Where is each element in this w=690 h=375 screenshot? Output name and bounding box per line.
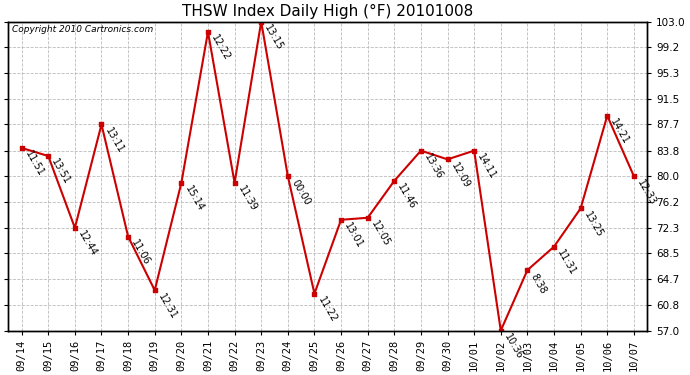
Point — [362, 215, 373, 221]
Point — [415, 148, 426, 154]
Point — [16, 145, 27, 151]
Point — [70, 225, 81, 231]
Point — [602, 113, 613, 119]
Point — [388, 178, 400, 184]
Text: 10:36: 10:36 — [502, 332, 524, 361]
Point — [282, 173, 293, 179]
Point — [335, 217, 346, 223]
Point — [256, 19, 267, 25]
Text: 13:51: 13:51 — [50, 158, 72, 186]
Point — [575, 206, 586, 212]
Text: 00:00: 00:00 — [289, 177, 312, 207]
Point — [149, 287, 160, 293]
Text: 12:33: 12:33 — [635, 177, 658, 207]
Point — [123, 234, 134, 240]
Text: 8:38: 8:38 — [529, 272, 549, 295]
Text: 12:05: 12:05 — [369, 219, 392, 248]
Text: 12:09: 12:09 — [449, 161, 471, 190]
Text: 14:11: 14:11 — [475, 152, 498, 181]
Text: 11:39: 11:39 — [236, 184, 259, 213]
Point — [495, 327, 506, 333]
Title: THSW Index Daily High (°F) 20101008: THSW Index Daily High (°F) 20101008 — [182, 4, 473, 19]
Point — [229, 180, 240, 186]
Text: 13:01: 13:01 — [342, 221, 365, 250]
Point — [202, 29, 213, 35]
Text: 11:31: 11:31 — [555, 248, 578, 277]
Text: 15:14: 15:14 — [183, 184, 206, 213]
Text: 14:21: 14:21 — [609, 117, 631, 146]
Text: 11:06: 11:06 — [130, 238, 152, 267]
Point — [96, 122, 107, 128]
Text: 11:51: 11:51 — [23, 149, 46, 178]
Text: 13:11: 13:11 — [103, 126, 126, 155]
Point — [442, 156, 453, 162]
Text: 11:22: 11:22 — [316, 295, 339, 324]
Point — [43, 153, 54, 159]
Text: 12:44: 12:44 — [77, 229, 99, 258]
Text: 13:15: 13:15 — [263, 23, 285, 52]
Point — [176, 180, 187, 186]
Point — [549, 244, 560, 250]
Text: 11:46: 11:46 — [395, 182, 418, 211]
Text: 13:36: 13:36 — [422, 152, 445, 181]
Text: 13:25: 13:25 — [582, 210, 604, 239]
Text: 12:31: 12:31 — [156, 292, 179, 321]
Text: 12:22: 12:22 — [209, 33, 232, 63]
Point — [629, 173, 640, 179]
Point — [469, 148, 480, 154]
Point — [309, 291, 320, 297]
Point — [522, 267, 533, 273]
Text: Copyright 2010 Cartronics.com: Copyright 2010 Cartronics.com — [12, 25, 152, 34]
